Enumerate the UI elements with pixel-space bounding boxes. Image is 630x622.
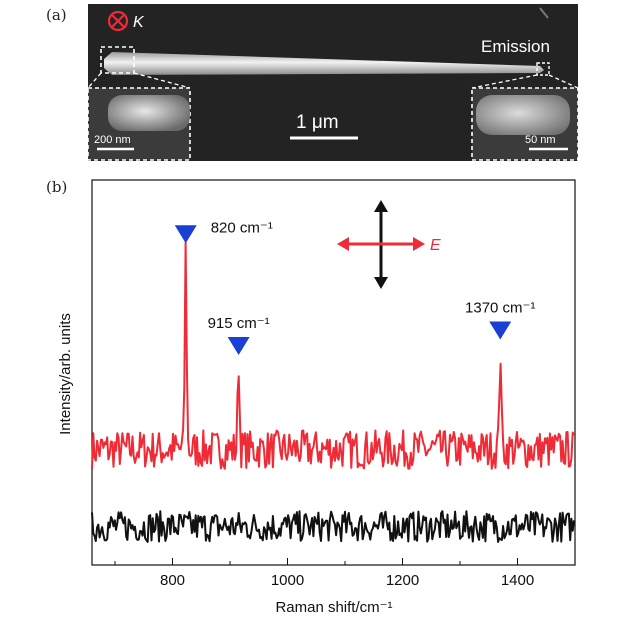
- main-scale-label: 1 μm: [296, 112, 339, 133]
- inset-left-scale-label: 200 nm: [94, 134, 131, 146]
- peak-marker-layer: 820 cm⁻¹ 915 cm⁻¹ 1370 cm⁻¹: [174, 219, 535, 355]
- plot-frame: [91, 179, 576, 566]
- x-axis: 800 1000 1200 1400: [114, 558, 576, 589]
- emission-label: Emission: [481, 37, 550, 56]
- nanowire: [104, 52, 544, 75]
- series-line-1: [91, 510, 575, 543]
- x-tick-label-0: 800: [160, 572, 185, 589]
- x-tick-label-1: 1000: [271, 572, 304, 589]
- polarization-icon: [337, 200, 425, 289]
- x-tick-label-2: 1200: [386, 572, 419, 589]
- series-line-0: [91, 241, 575, 470]
- series-layer: [91, 241, 575, 543]
- polarization-label: E: [430, 237, 441, 254]
- k-symbol: K: [133, 14, 145, 31]
- sem-micrograph: 200 nm 50 nm 1 μm Emission K: [87, 4, 579, 161]
- wavevector-into-page-icon: [107, 10, 129, 32]
- peak-label-2: 1370 cm⁻¹: [465, 300, 535, 317]
- x-axis-label: Raman shift/cm⁻¹: [275, 599, 392, 616]
- zoom-box-left: [100, 46, 135, 74]
- y-axis-label: Intensity/arb. units: [57, 313, 74, 435]
- peak-marker-2: [489, 321, 512, 340]
- inset-right-scale-label: 50 nm: [525, 134, 556, 146]
- zoom-box-right: [536, 62, 550, 76]
- peak-label-0: 820 cm⁻¹: [211, 219, 273, 236]
- panel-b-label: (b): [46, 178, 68, 196]
- peak-marker-1: [227, 336, 250, 355]
- x-tick-label-3: 1400: [501, 572, 534, 589]
- peak-marker-0: [174, 225, 197, 244]
- peak-label-1: 915 cm⁻¹: [208, 315, 270, 332]
- panel-a-label: (a): [46, 6, 67, 24]
